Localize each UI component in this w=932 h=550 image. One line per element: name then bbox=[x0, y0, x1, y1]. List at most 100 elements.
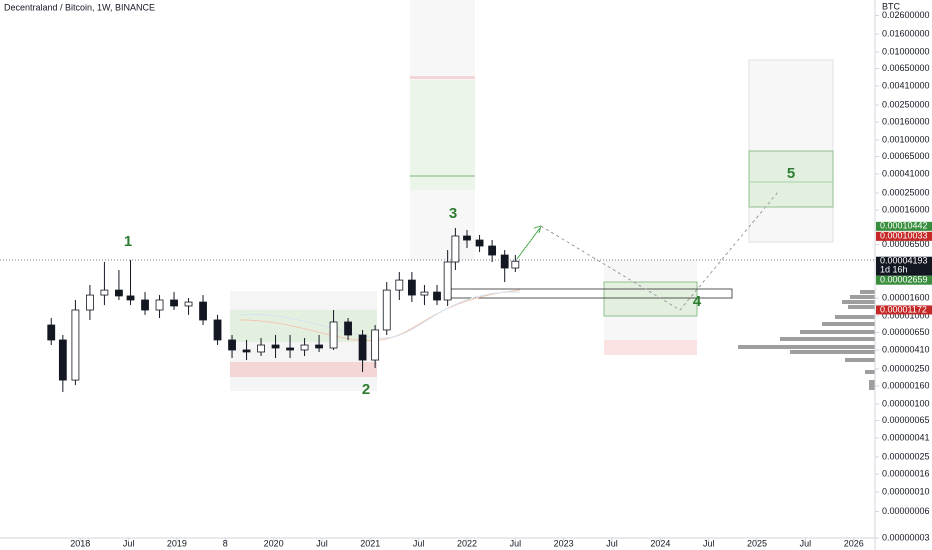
x-tick-label: 8 bbox=[223, 538, 228, 548]
y-tick-label: 0.00000250 bbox=[882, 363, 930, 373]
candle-body bbox=[511, 260, 520, 269]
candle-body bbox=[86, 294, 94, 311]
x-tick-label: Jul bbox=[316, 538, 328, 548]
y-tick-label: 0.00250000 bbox=[882, 99, 930, 109]
y-tick-label: 0.00000010 bbox=[882, 486, 930, 496]
price-label: 0.00010442 bbox=[880, 221, 928, 231]
drawings bbox=[230, 0, 875, 391]
candle-body bbox=[141, 299, 149, 311]
y-tick-label: 0.00650000 bbox=[882, 63, 930, 73]
box-stop bbox=[604, 340, 697, 355]
x-tick-label: 2023 bbox=[554, 538, 574, 548]
annotation: 5 bbox=[787, 165, 795, 182]
box-stop bbox=[230, 362, 377, 377]
x-tick-label: 2022 bbox=[457, 538, 477, 548]
candle-body bbox=[488, 245, 497, 256]
candle-body bbox=[329, 321, 338, 349]
candle-body bbox=[433, 291, 441, 301]
x-tick-label: 2021 bbox=[360, 538, 380, 548]
annotation: 2 bbox=[362, 381, 370, 398]
candle-body bbox=[420, 291, 429, 296]
y-tick-label: 0.00000025 bbox=[882, 451, 930, 461]
x-tick-label: 2026 bbox=[844, 538, 864, 548]
candle-body bbox=[286, 347, 294, 351]
x-tick-label: Jul bbox=[413, 538, 425, 548]
box-target bbox=[603, 281, 698, 317]
candle-body bbox=[315, 344, 323, 349]
y-tick-label: 0.00160000 bbox=[882, 116, 930, 126]
price-label: 0.00001172 bbox=[880, 304, 927, 314]
x-tick-label: Jul bbox=[123, 538, 135, 548]
box-stop bbox=[410, 76, 475, 79]
candle-body bbox=[407, 279, 416, 296]
x-tick-label: 2018 bbox=[70, 538, 90, 548]
candle-body bbox=[115, 289, 123, 297]
y-tick-label: 0.00000006 bbox=[882, 506, 930, 516]
y-tick-label: 0.00000041 bbox=[882, 432, 930, 442]
x-tick-label: 2020 bbox=[264, 538, 284, 548]
candle-body bbox=[199, 301, 207, 321]
y-tick-label: 0.00100000 bbox=[882, 134, 930, 144]
candle-body bbox=[257, 344, 265, 353]
y-tick-label: 0.01000000 bbox=[882, 46, 930, 56]
box-target bbox=[410, 80, 475, 190]
y-tick-label: 0.00000160 bbox=[882, 380, 930, 390]
candle-body bbox=[395, 279, 404, 291]
y-tick-label: 0.00006500 bbox=[882, 239, 930, 249]
y-tick-label: 0.00025000 bbox=[882, 187, 930, 197]
candle-body bbox=[126, 295, 135, 301]
candle-body bbox=[271, 344, 280, 349]
y-tick-label: 0.00000003 bbox=[882, 532, 930, 542]
candle-body bbox=[344, 321, 352, 336]
y-tick-label: 0.00041000 bbox=[882, 168, 930, 178]
y-tick-label: 0.00000016 bbox=[882, 468, 930, 478]
candle-body bbox=[155, 299, 164, 311]
candle-body bbox=[47, 324, 56, 341]
price-badge bbox=[876, 275, 932, 285]
price-badge bbox=[876, 221, 932, 231]
candle-body bbox=[443, 261, 452, 301]
candle-body bbox=[451, 235, 460, 263]
arrow bbox=[516, 227, 541, 260]
candle-body bbox=[100, 289, 109, 296]
y-tick-label: 0.02600000 bbox=[882, 10, 930, 20]
y-tick-label: 0.00065000 bbox=[882, 151, 930, 161]
candle-body bbox=[358, 334, 367, 361]
candle-body bbox=[184, 301, 193, 307]
candle-body bbox=[213, 319, 222, 341]
x-tick-label: 2019 bbox=[167, 538, 187, 548]
candle-body bbox=[58, 339, 67, 381]
candle-body bbox=[475, 239, 484, 247]
price-label: 0.00002659 bbox=[880, 275, 928, 285]
price-label: 0.00004193 bbox=[880, 256, 928, 266]
annotation: 3 bbox=[449, 205, 457, 222]
annotation: 4 bbox=[693, 293, 702, 310]
countdown: 1d 16h bbox=[880, 265, 908, 275]
box-target bbox=[748, 150, 834, 208]
x-tick-label: Jul bbox=[800, 538, 812, 548]
candle-body bbox=[300, 344, 309, 351]
x-tick-label: 2024 bbox=[650, 538, 670, 548]
price-label: 0.00010033 bbox=[880, 231, 928, 241]
y-tick-label: 0.00001000 bbox=[882, 310, 930, 320]
projection bbox=[540, 191, 779, 311]
y-tick-label: 0.00000065 bbox=[882, 415, 930, 425]
y-tick-label: 0.00000650 bbox=[882, 327, 930, 337]
candle-body bbox=[463, 235, 471, 241]
moving-average bbox=[239, 289, 521, 342]
price-badge bbox=[876, 305, 932, 315]
candle-body bbox=[242, 349, 251, 353]
volume-profile bbox=[738, 290, 875, 390]
chart-title: Decentraland / Bitcoin, 1W, BINANCE bbox=[4, 2, 155, 12]
annotation: 1 bbox=[124, 233, 132, 250]
y-tick-label: 0.00016000 bbox=[882, 204, 930, 214]
candle-body bbox=[228, 339, 236, 351]
x-tick-label: Jul bbox=[606, 538, 618, 548]
y-tick-label: 0.01600000 bbox=[882, 28, 930, 38]
price-badge bbox=[876, 256, 932, 276]
y-tick-label: 0.00000410 bbox=[882, 344, 930, 354]
y-tick-label: 0.00410000 bbox=[882, 80, 930, 90]
candle-body bbox=[71, 309, 80, 381]
